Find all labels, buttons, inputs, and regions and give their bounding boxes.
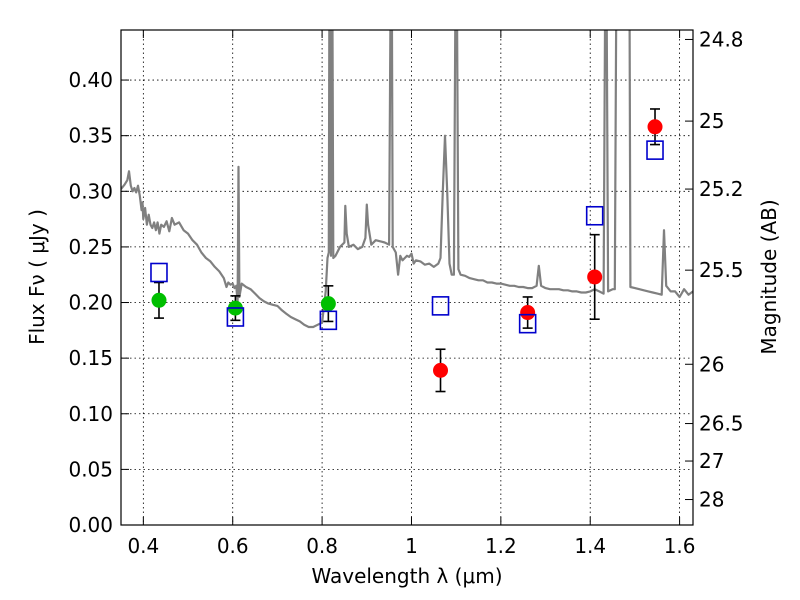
ticks (121, 30, 693, 526)
y-tick-label: 0.20 (68, 291, 113, 315)
data-point-circle (520, 305, 536, 321)
data-point-circle (320, 296, 336, 312)
y-tick-label: 0.10 (68, 402, 113, 426)
x-axis-title: Wavelength λ (μm) (311, 564, 502, 588)
data-point-circle (433, 362, 449, 378)
right-tick-label: 25 (699, 109, 724, 133)
grid (121, 30, 693, 526)
y-tick-label: 0.30 (68, 179, 113, 203)
x-tick-label: 1.4 (574, 534, 606, 558)
data-point-circle (151, 292, 167, 308)
plot-content (121, 30, 693, 393)
x-tick-label: 0.8 (306, 534, 338, 558)
model-point-square (518, 313, 537, 334)
model-point-square (646, 140, 664, 160)
model-point-square (585, 205, 604, 226)
plot-frame (120, 29, 694, 526)
model-point-square (150, 262, 168, 283)
y-tick-label: 0.25 (68, 235, 113, 259)
right-tick-label: 24.8 (699, 27, 744, 51)
right-tick-label: 25.2 (699, 177, 744, 201)
tick-labels: 0.4 0.6 0.8 1 1.2 1.4 1.6 0.00 0.05 0.10 0.15 0.20 0… (68, 27, 743, 558)
x-tick-label: 0.4 (127, 534, 159, 558)
x-tick-label: 1 (405, 534, 418, 558)
model-point-square (431, 296, 450, 316)
data-point-circle (647, 119, 663, 135)
model-point-square (319, 310, 338, 331)
right-tick-label: 27 (699, 449, 724, 473)
right-tick-label: 25.5 (699, 258, 744, 282)
spectrum-line (121, 30, 693, 329)
x-tick-label: 0.6 (217, 534, 249, 558)
y-tick-label: 0.00 (68, 513, 113, 537)
right-axis-title: Magnitude (AB) (757, 199, 781, 354)
y-axis-title: Flux Fν ( μJy ) (25, 209, 49, 345)
model-point-square (226, 307, 245, 327)
y-tick-label: 0.40 (68, 68, 113, 92)
y-tick-label: 0.35 (68, 124, 113, 148)
right-tick-label: 26.5 (699, 412, 744, 436)
data-point-circle (587, 269, 603, 285)
right-tick-label: 28 (699, 488, 724, 512)
y-tick-label: 0.05 (68, 457, 113, 481)
x-tick-label: 1.6 (664, 534, 696, 558)
right-tick-label: 26 (699, 352, 724, 376)
y-tick-label: 0.15 (68, 346, 113, 370)
x-tick-label: 1.2 (485, 534, 517, 558)
